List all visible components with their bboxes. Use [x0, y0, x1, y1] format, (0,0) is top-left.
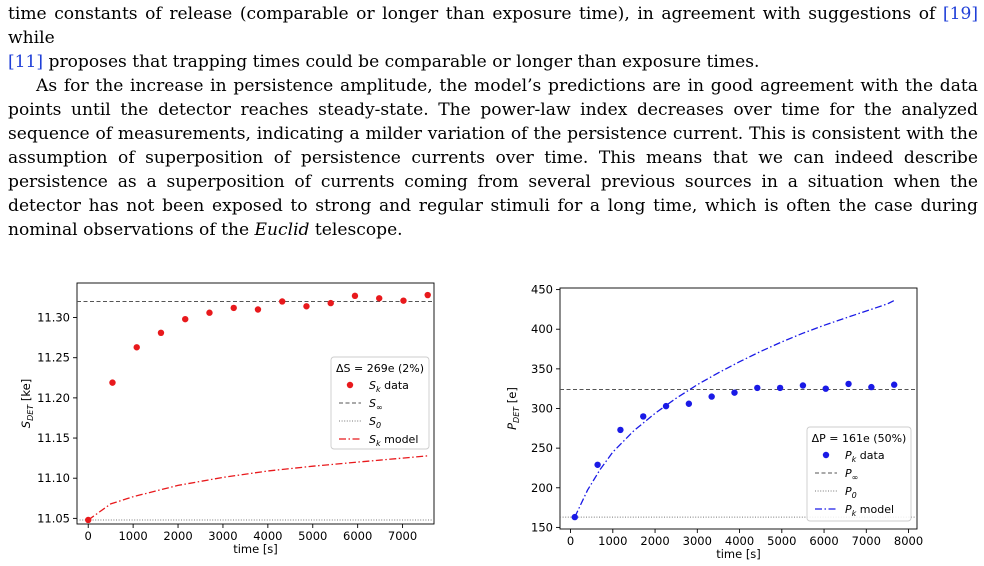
x-tick-label: 3000 — [208, 529, 237, 543]
y-axis-label: SDET [ke] — [19, 379, 35, 428]
data-point — [754, 384, 761, 392]
model-curve — [574, 300, 895, 518]
x-tick-label: 6000 — [809, 534, 838, 548]
y-tick-label: 200 — [531, 481, 553, 495]
chart-signal-svg: 0 1000 2000 3000 4000 5000 6000 7000 11.05 11.10 1… — [19, 282, 435, 556]
x-tick-label: 2000 — [640, 534, 669, 548]
paper-text: time constants of release (comparable or… — [8, 2, 978, 242]
data-point — [279, 298, 286, 305]
legend-box — [330, 356, 430, 450]
citation-11[interactable]: [11] — [8, 52, 44, 72]
data-point — [85, 516, 92, 524]
data-point — [662, 402, 670, 410]
data-point — [685, 400, 693, 407]
x-axis-label: time [s] — [716, 547, 761, 561]
data-point — [594, 461, 601, 468]
paragraph-2: As for the increase in persistence ampli… — [8, 76, 978, 240]
x-tick-label: 7000 — [852, 534, 881, 548]
y-tick-label: 250 — [531, 441, 553, 455]
data-point — [571, 513, 578, 521]
y-tick-label: 11.30 — [37, 311, 70, 325]
y-tick-label: 450 — [531, 283, 553, 297]
x-tick-label: 5000 — [298, 529, 327, 543]
y-tick-label: 11.20 — [37, 391, 70, 405]
legend-label: Pk data — [845, 449, 885, 464]
x-tick-label: 6000 — [343, 529, 372, 543]
x-tick-label: 2000 — [163, 529, 192, 543]
legend-title: ΔP = 161e (50%) — [812, 432, 907, 445]
chart-persistence-svg: 0 1000 2000 3000 4000 5000 6000 7000 8000 150 200 2… — [505, 283, 923, 561]
x-tick-label: 4000 — [725, 534, 754, 548]
data-point — [157, 329, 165, 337]
data-point — [327, 299, 334, 307]
x-tick-label: 4000 — [253, 529, 282, 543]
legend-label: Pk model — [845, 503, 894, 518]
x-tick-label: 3000 — [683, 534, 712, 548]
data-point — [799, 382, 807, 389]
x-tick-label: 0 — [85, 529, 92, 543]
y-tick-label: 11.25 — [37, 351, 70, 365]
data-point — [731, 389, 738, 396]
chart-signal: 0 1000 2000 3000 4000 5000 6000 7000 11.05 11.10 1… — [0, 270, 460, 566]
data-point — [400, 297, 407, 304]
paragraph-1: time constants of release (comparable or… — [8, 4, 978, 48]
chart-persistence: 0 1000 2000 3000 4000 5000 6000 7000 8000 150 200 2… — [496, 270, 984, 566]
euclid-italic: Euclid — [254, 220, 310, 240]
data-point — [109, 379, 116, 386]
data-point — [351, 292, 359, 300]
data-point — [776, 384, 784, 392]
y-tick-label: 400 — [531, 322, 553, 336]
data-point — [640, 413, 647, 420]
data-point — [376, 295, 383, 302]
data-point — [708, 393, 715, 400]
data-point — [230, 304, 237, 312]
legend-box — [806, 426, 912, 522]
y-axis-label: PDET [e] — [505, 387, 521, 430]
data-point — [424, 291, 431, 299]
paragraph-1-cont: [11] proposes that trapping times could … — [8, 52, 760, 72]
x-tick-label: 8000 — [894, 534, 923, 548]
legend-label: Sk data — [369, 379, 409, 394]
legend-label: Sk model — [369, 433, 418, 448]
legend-marker-data — [822, 451, 830, 459]
y-tick-label: 150 — [531, 520, 553, 534]
data-point — [822, 385, 829, 392]
data-point — [617, 426, 624, 434]
data-point — [868, 383, 875, 391]
data-point — [133, 344, 140, 351]
citation-19[interactable]: [19] — [942, 4, 978, 24]
x-tick-label: 5000 — [767, 534, 796, 548]
x-axis-label: time [s] — [233, 542, 278, 556]
legend-marker-data — [346, 381, 354, 389]
data-point — [303, 303, 310, 310]
x-tick-label: 1000 — [118, 529, 147, 543]
legend-label: S0 — [369, 415, 381, 430]
data-point — [845, 380, 852, 388]
y-tick-label: 11.10 — [37, 471, 70, 485]
legend-label: P0 — [845, 485, 857, 500]
y-tick-label: 11.05 — [37, 511, 70, 525]
x-tick-label: 1000 — [598, 534, 627, 548]
y-tick-label: 350 — [531, 362, 553, 376]
plot-frame — [76, 282, 435, 525]
y-tick-label: 300 — [531, 402, 553, 416]
data-point — [890, 381, 898, 388]
x-tick-label: 0 — [567, 534, 574, 548]
legend-label: S∞ — [369, 397, 383, 412]
data-point — [206, 309, 213, 316]
x-tick-label: 7000 — [388, 529, 417, 543]
y-tick-label: 11.15 — [37, 431, 70, 445]
model-curve — [87, 455, 430, 521]
legend-label: P∞ — [845, 467, 858, 482]
legend-title: ΔS = 269e (2%) — [336, 362, 424, 375]
data-point — [254, 306, 262, 313]
data-point — [182, 315, 189, 323]
